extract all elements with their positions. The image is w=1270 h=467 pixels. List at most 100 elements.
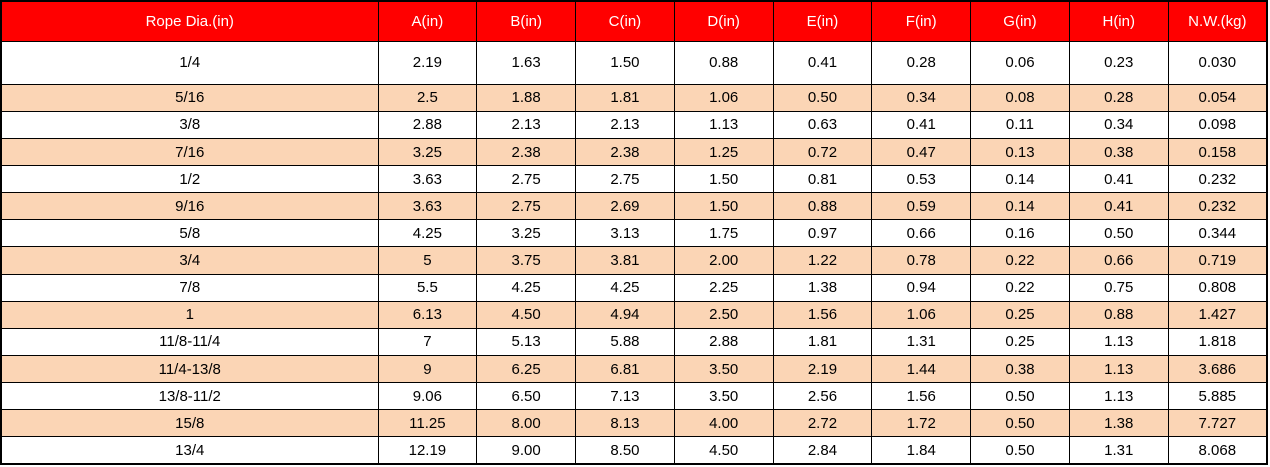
table-row: 11/4-13/8 9 6.25 6.81 3.50 2.19 1.44 0.38 1.13 3.… [0, 354, 1268, 384]
value-cell: 0.14 [970, 165, 1070, 194]
value-cell: 0.47 [871, 137, 972, 167]
value-cell: 0.41 [1068, 165, 1169, 194]
value-cell: 2.25 [673, 273, 774, 302]
value-cell: 0.66 [1068, 246, 1169, 275]
value-cell: 0.94 [871, 273, 972, 302]
column-header: E(in) [772, 0, 873, 42]
value-cell: 1.818 [1167, 327, 1268, 356]
value-cell: 4.25 [377, 219, 478, 248]
value-cell: 11.25 [377, 409, 478, 438]
value-cell: 0.16 [970, 219, 1070, 248]
column-header: N.W.(kg) [1167, 0, 1268, 42]
value-cell: 3.25 [377, 137, 478, 167]
table-row: 3/4 5 3.75 3.81 2.00 1.22 0.78 0.22 0.66 0.719 [0, 246, 1268, 275]
value-cell: 0.098 [1167, 110, 1268, 139]
rope-dia-cell: 1/4 [0, 40, 379, 85]
value-cell: 5 [377, 246, 478, 275]
value-cell: 0.08 [970, 83, 1070, 112]
value-cell: 2.88 [673, 327, 774, 356]
value-cell: 0.50 [970, 409, 1070, 438]
value-cell: 4.25 [476, 273, 577, 302]
value-cell: 2.75 [476, 192, 577, 221]
value-cell: 7.727 [1167, 409, 1268, 438]
value-cell: 4.50 [673, 436, 774, 465]
value-cell: 0.34 [871, 83, 972, 112]
value-cell: 4.94 [575, 300, 675, 329]
value-cell: 1.56 [772, 300, 873, 329]
value-cell: 1.31 [871, 327, 972, 356]
value-cell: 8.13 [575, 409, 675, 438]
value-cell: 2.56 [772, 382, 873, 411]
value-cell: 8.068 [1167, 436, 1268, 465]
value-cell: 2.13 [476, 110, 577, 139]
value-cell: 0.25 [970, 327, 1070, 356]
value-cell: 0.344 [1167, 219, 1268, 248]
rope-dia-cell: 11/8-11/4 [0, 327, 379, 356]
value-cell: 0.030 [1167, 40, 1268, 85]
rope-dia-cell: 9/16 [0, 192, 379, 221]
value-cell: 7.13 [575, 382, 675, 411]
value-cell: 3.25 [476, 219, 577, 248]
value-cell: 2.72 [772, 409, 873, 438]
value-cell: 5.5 [377, 273, 478, 302]
table-header-row: Rope Dia.(in) A(in) B(in) C(in) D(in) E(in) F(… [0, 0, 1268, 42]
value-cell: 0.06 [970, 40, 1070, 85]
value-cell: 0.808 [1167, 273, 1268, 302]
value-cell: 1.63 [476, 40, 577, 85]
value-cell: 3.75 [476, 246, 577, 275]
value-cell: 3.50 [673, 354, 774, 384]
value-cell: 4.50 [476, 300, 577, 329]
value-cell: 1.44 [871, 354, 972, 384]
value-cell: 0.88 [1068, 300, 1169, 329]
value-cell: 1.22 [772, 246, 873, 275]
value-cell: 0.28 [1068, 83, 1169, 112]
value-cell: 0.78 [871, 246, 972, 275]
value-cell: 2.00 [673, 246, 774, 275]
value-cell: 3.81 [575, 246, 675, 275]
value-cell: 0.41 [772, 40, 873, 85]
value-cell: 0.38 [1068, 137, 1169, 167]
value-cell: 0.23 [1068, 40, 1169, 85]
value-cell: 5.885 [1167, 382, 1268, 411]
table-row: 1/2 3.63 2.75 2.75 1.50 0.81 0.53 0.14 0.41 0.232 [0, 165, 1268, 194]
value-cell: 4.00 [673, 409, 774, 438]
value-cell: 0.22 [970, 246, 1070, 275]
rope-dia-cell: 13/4 [0, 436, 379, 465]
value-cell: 0.50 [970, 436, 1070, 465]
value-cell: 1.13 [1068, 354, 1169, 384]
value-cell: 0.97 [772, 219, 873, 248]
table-row: 1 6.13 4.50 4.94 2.50 1.56 1.06 0.25 0.88 1.427 [0, 300, 1268, 329]
value-cell: 4.25 [575, 273, 675, 302]
value-cell: 2.50 [673, 300, 774, 329]
value-cell: 1.84 [871, 436, 972, 465]
rope-dia-cell: 1 [0, 300, 379, 329]
value-cell: 0.75 [1068, 273, 1169, 302]
rope-dia-cell: 3/8 [0, 110, 379, 139]
value-cell: 0.41 [871, 110, 972, 139]
value-cell: 1.50 [673, 165, 774, 194]
value-cell: 2.38 [575, 137, 675, 167]
value-cell: 2.5 [377, 83, 478, 112]
value-cell: 0.13 [970, 137, 1070, 167]
value-cell: 1.50 [575, 40, 675, 85]
value-cell: 0.72 [772, 137, 873, 167]
rope-dia-cell: 7/16 [0, 137, 379, 167]
value-cell: 1.427 [1167, 300, 1268, 329]
value-cell: 8.00 [476, 409, 577, 438]
table-row: 3/8 2.88 2.13 2.13 1.13 0.63 0.41 0.11 0.34 0.098 [0, 110, 1268, 139]
column-header: G(in) [970, 0, 1070, 42]
value-cell: 3.686 [1167, 354, 1268, 384]
value-cell: 9.06 [377, 382, 478, 411]
value-cell: 1.50 [673, 192, 774, 221]
rope-dia-cell: 5/8 [0, 219, 379, 248]
value-cell: 1.31 [1068, 436, 1169, 465]
table-row: 15/8 11.25 8.00 8.13 4.00 2.72 1.72 0.50 1.38 7.7… [0, 409, 1268, 438]
value-cell: 9.00 [476, 436, 577, 465]
value-cell: 0.38 [970, 354, 1070, 384]
value-cell: 0.232 [1167, 165, 1268, 194]
value-cell: 5.88 [575, 327, 675, 356]
table-row: 7/16 3.25 2.38 2.38 1.25 0.72 0.47 0.13 0.38 0.15… [0, 137, 1268, 167]
value-cell: 8.50 [575, 436, 675, 465]
rope-dia-cell: 11/4-13/8 [0, 354, 379, 384]
value-cell: 0.88 [772, 192, 873, 221]
